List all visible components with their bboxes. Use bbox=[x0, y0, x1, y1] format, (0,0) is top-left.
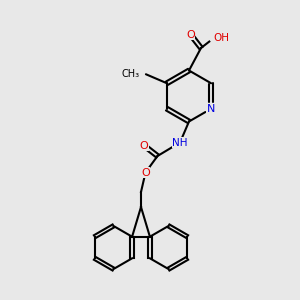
Text: OH: OH bbox=[213, 32, 229, 43]
Text: N: N bbox=[207, 104, 215, 114]
Text: O: O bbox=[186, 29, 195, 40]
Text: CH₃: CH₃ bbox=[122, 69, 140, 79]
Text: O: O bbox=[140, 140, 148, 151]
Text: NH: NH bbox=[172, 137, 188, 148]
Text: O: O bbox=[141, 167, 150, 178]
